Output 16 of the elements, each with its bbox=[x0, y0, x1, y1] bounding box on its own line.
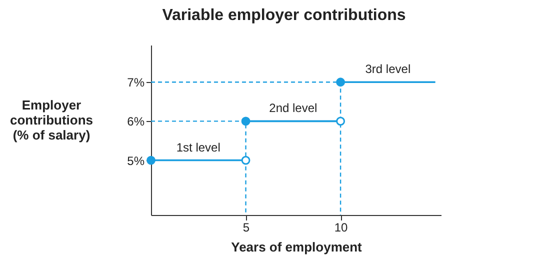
point bbox=[241, 156, 250, 165]
x-tick-label: 10 bbox=[334, 220, 348, 234]
annotation: 3rd level bbox=[365, 62, 411, 76]
chart-title: Variable employer contributions bbox=[162, 7, 406, 24]
x-axis-title: Years of employment bbox=[231, 240, 363, 254]
point bbox=[336, 78, 345, 87]
y-axis-title: Employer contributions (% of salary) bbox=[10, 98, 94, 142]
point bbox=[336, 116, 345, 126]
annotation: 1st level bbox=[176, 140, 220, 154]
y-tick-label: 5% bbox=[127, 154, 145, 168]
point bbox=[146, 156, 156, 165]
x-tick-label: 5 bbox=[242, 220, 250, 234]
y-tick-label: 7% bbox=[127, 76, 145, 90]
point bbox=[241, 116, 250, 126]
y-tick-label: 6% bbox=[127, 114, 145, 129]
annotation: 2nd level bbox=[269, 101, 318, 116]
